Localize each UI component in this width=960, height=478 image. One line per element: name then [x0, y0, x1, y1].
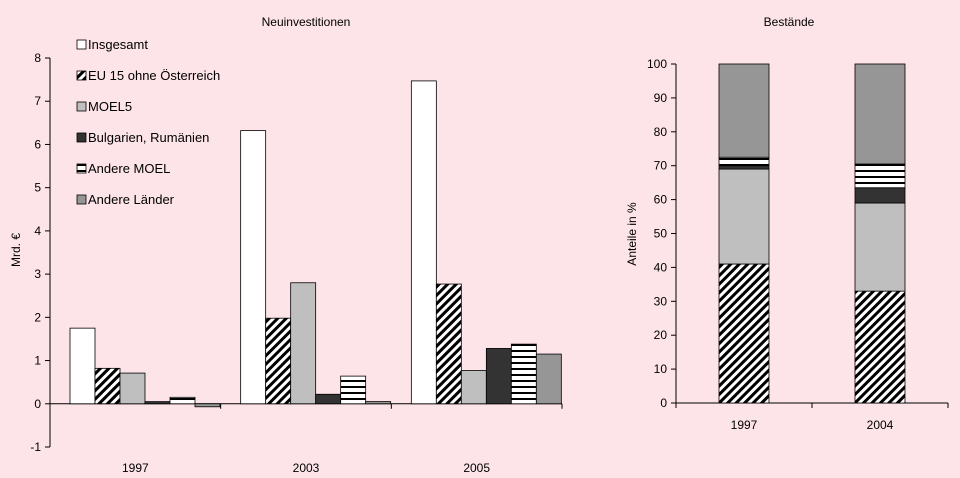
left-x-tick-label: 2003	[293, 461, 320, 475]
legend-swatch-insgesamt	[76, 39, 87, 50]
stack-andere-moel-2004	[854, 163, 906, 189]
left-x-tick-label: 2005	[463, 461, 490, 475]
stack-andere-lander-2004	[854, 63, 906, 165]
stack-eu-15-ohne-osterreich-1997	[718, 263, 770, 404]
bar-eu-15-ohne-osterreich-2003	[265, 317, 292, 405]
right-y-tick-label: 10	[654, 362, 668, 376]
bar-insgesamt-1997	[69, 327, 96, 405]
right-y-axis-label: Anteile in %	[625, 202, 639, 266]
stack-bulgarien-rumanien-2004	[854, 187, 906, 204]
bar-andere-lander-2005	[535, 353, 562, 405]
left-x-tick-label: 1997	[122, 461, 149, 475]
right-y-tick-label: 80	[654, 125, 668, 139]
left-y-tick-label: 5	[34, 181, 41, 195]
right-y-tick-label: 20	[654, 328, 668, 342]
bar-andere-lander-1997	[194, 403, 221, 408]
right-chart-title: Bestände	[764, 15, 815, 29]
right-x-tick-label: 2004	[867, 418, 894, 432]
legend-label-eu-15-ohne-osterreich: EU 15 ohne Österreich	[88, 68, 220, 83]
bar-andere-moel-2003	[340, 375, 367, 405]
bar-andere-moel-1997	[169, 396, 196, 405]
legend-swatch-andere-lander	[76, 194, 87, 205]
right-y-tick-label: 40	[654, 260, 668, 274]
legend-label-insgesamt: Insgesamt	[88, 37, 148, 52]
right-y-tick-label: 100	[647, 57, 667, 71]
neuinvestitionen-chart: Neuinvestitionen Mrd. € -1 0 1 2 3 4 5 6 7 8 1997 2…	[9, 15, 563, 475]
bar-moel5-1997	[119, 372, 146, 405]
left-legend: Insgesamt EU 15 ohne Österreich MOEL5 Bulga…	[76, 37, 220, 207]
right-y-tick-label: 70	[654, 159, 668, 173]
left-y-tick-label: -1	[30, 440, 41, 454]
bar-insgesamt-2003	[240, 130, 267, 405]
right-x-tick-label: 1997	[731, 418, 758, 432]
left-y-tick-label: 0	[34, 397, 41, 411]
right-y-tick-label: 50	[654, 227, 668, 241]
stack-moel5-2004	[854, 202, 906, 292]
stack-bulgarien-rumanien-1997	[718, 165, 770, 170]
legend-label-moel5: MOEL5	[88, 99, 132, 114]
right-y-tick-label: 0	[660, 396, 667, 410]
left-y-tick-label: 2	[34, 310, 41, 324]
legend-label-andere-lander: Andere Länder	[88, 192, 175, 207]
bar-eu-15-ohne-osterreich-2005	[435, 283, 462, 405]
left-y-tick-label: 1	[34, 354, 41, 368]
bar-moel5-2003	[290, 282, 317, 405]
stack-andere-lander-1997	[718, 63, 770, 158]
left-y-tick-label: 4	[34, 224, 41, 238]
right-y-tick-label: 30	[654, 294, 668, 308]
left-y-tick-label: 6	[34, 137, 41, 151]
legend-swatch-bulgarien-rumanien	[76, 132, 87, 143]
stack-andere-moel-1997	[718, 156, 770, 167]
legend-label-andere-moel: Andere MOEL	[88, 161, 170, 176]
stack-eu-15-ohne-osterreich-2004	[854, 290, 906, 404]
left-chart-title: Neuinvestitionen	[262, 15, 351, 29]
right-y-tick-label: 90	[654, 91, 668, 105]
bar-bulgarien-rumanien-2005	[485, 348, 512, 405]
bestaende-chart: Bestände Anteile in % 0 10 20 30 40 50 60 70 80 9…	[625, 15, 949, 432]
bar-andere-lander-2003	[365, 401, 392, 405]
right-y-tick-label: 60	[654, 193, 668, 207]
left-y-axis-label: Mrd. €	[9, 233, 23, 267]
left-y-tick-label: 7	[34, 94, 41, 108]
legend-label-bulgarien-rumanien: Bulgarien, Rumänien	[88, 130, 209, 145]
legend-swatch-moel5	[76, 101, 87, 112]
legend-swatch-andere-moel	[76, 163, 87, 174]
legend-swatch-eu-15-ohne-osterreich	[76, 70, 87, 81]
bar-bulgarien-rumanien-2003	[315, 393, 342, 405]
bar-bulgarien-rumanien-1997	[144, 401, 171, 405]
bar-moel5-2005	[460, 370, 487, 405]
left-y-tick-label: 3	[34, 267, 41, 281]
bar-insgesamt-2005	[410, 80, 437, 405]
bar-andere-moel-2005	[510, 343, 537, 405]
bar-eu-15-ohne-osterreich-1997	[94, 367, 121, 405]
stack-moel5-1997	[718, 168, 770, 265]
left-y-tick-label: 8	[34, 51, 41, 65]
